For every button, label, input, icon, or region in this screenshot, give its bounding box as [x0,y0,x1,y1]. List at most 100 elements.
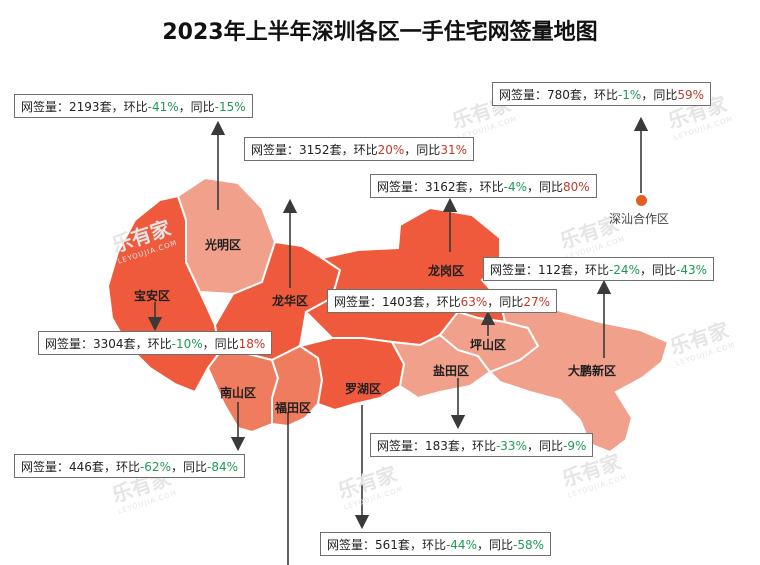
stat-separator: ， [476,538,489,552]
stat-label-sales: 网签量： [490,263,539,277]
stat-yoy-value: -84% [207,460,239,474]
stat-unit: 套 [447,439,460,453]
stat-sales-value: 780 [547,88,570,102]
stat-yoy-value: -58% [513,538,545,552]
stat-label-yoy: 同比 [652,263,677,277]
stat-separator: ， [341,143,354,157]
stat-sales-value: 3304 [93,337,124,351]
district-label-shanwei: 深汕合作区 [609,212,670,226]
stat-separator: ， [572,263,585,277]
stat-yoy-value: 59% [677,88,705,102]
stat-label-sales: 网签量： [377,439,426,453]
stat-separator: ， [526,180,539,194]
stat-separator: ， [487,295,500,309]
stat-box-baoan: 网签量：3304套，环比-10%，同比18% [38,331,273,355]
stat-box-shanwei: 网签量：780套，环比-1%，同比59% [492,82,712,106]
stat-label-sales: 网签量： [377,180,426,194]
stat-separator: ， [170,460,183,474]
stat-unit: 套 [123,337,136,351]
shanwei-location-dot [636,195,647,206]
stat-mom-value: -44% [445,538,477,552]
stat-mom-value: -24% [608,263,640,277]
stat-sales-value: 3152 [299,143,330,157]
stat-yoy-value: 27% [523,295,550,309]
stat-mom-value: 63% [460,295,488,309]
stat-label-mom: 环比 [479,180,504,194]
stat-sales-value: 3162 [425,180,456,194]
district-label-baoan: 宝安区 [134,289,171,303]
stat-unit: 套 [99,100,112,114]
stat-label-yoy: 同比 [499,295,524,309]
stat-separator: ， [424,295,437,309]
stat-sales-value: 561 [375,538,398,552]
stat-label-sales: 网签量： [334,295,383,309]
stat-mom-value: -62% [139,460,171,474]
stat-unit: 套 [397,538,410,552]
stat-yoy-value: 31% [440,143,467,157]
stat-separator: ， [467,180,480,194]
stat-sales-value: 183 [425,439,448,453]
stat-separator: ， [103,460,116,474]
stat-unit: 套 [91,460,104,474]
stat-separator: ， [459,439,472,453]
stat-label-mom: 环比 [436,295,461,309]
stat-mom-value: -10% [171,337,203,351]
stat-separator: ， [404,143,417,157]
stat-separator: ， [202,337,215,351]
district-label-futian: 福田区 [275,401,312,415]
stat-separator: ， [641,88,654,102]
stat-mom-value: -41% [147,100,179,114]
stat-sales-value: 1403 [382,295,413,309]
stat-yoy-value: -43% [676,263,708,277]
stat-separator: ， [178,100,191,114]
stat-unit: 套 [560,263,573,277]
stat-label-sales: 网签量： [499,88,548,102]
stat-label-yoy: 同比 [183,460,208,474]
stat-label-yoy: 同比 [653,88,678,102]
stat-label-yoy: 同比 [489,538,514,552]
district-label-longhua: 龙华区 [272,294,309,308]
stat-label-sales: 网签量： [21,100,70,114]
stat-box-luohu: 网签量：561套，环比-44%，同比-58% [320,532,552,556]
stat-label-yoy: 同比 [539,180,564,194]
stat-unit: 套 [412,295,425,309]
stat-box-pingshan: 网签量：1403套，环比63%，同比27% [327,289,557,313]
stat-label-yoy: 同比 [539,439,564,453]
stat-yoy-value: 80% [563,180,590,194]
stat-label-mom: 环比 [353,143,378,157]
stat-yoy-value: -9% [563,439,587,453]
stat-label-mom: 环比 [593,88,618,102]
stat-box-longhua: 网签量：3152套，环比20%，同比31% [244,137,474,161]
stat-box-nanshan: 网签量：446套，环比-62%，同比-84% [14,454,246,478]
stat-separator: ， [581,88,594,102]
stat-box-guangming: 网签量：2193套，环比-41%，同比-15% [14,94,253,118]
district-luohu [297,337,406,412]
stat-mom-value: 20% [377,143,405,157]
stat-separator: ， [135,337,148,351]
stat-label-sales: 网签量： [327,538,376,552]
stat-unit: 套 [455,180,468,194]
stat-label-yoy: 同比 [214,337,239,351]
stat-label-mom: 环比 [123,100,148,114]
stat-separator: ， [409,538,422,552]
district-label-longgang: 龙岗区 [428,264,465,278]
district-dapeng [488,298,670,454]
stat-label-yoy: 同比 [190,100,215,114]
stat-box-dapeng: 网签量：112套，环比-24%，同比-43% [483,257,715,281]
stat-label-mom: 环比 [471,439,496,453]
stat-separator: ， [526,439,539,453]
district-longhua [213,240,342,362]
stat-label-sales: 网签量： [45,337,94,351]
stat-label-mom: 环比 [147,337,172,351]
stat-label-mom: 环比 [584,263,609,277]
stat-sales-value: 112 [538,263,561,277]
stat-label-yoy: 同比 [416,143,441,157]
district-yantian [390,333,492,400]
stat-label-sales: 网签量： [251,143,300,157]
stat-box-yantian: 网签量：183套，环比-33%，同比-9% [370,433,594,457]
stat-unit: 套 [569,88,582,102]
stat-mom-value: -4% [503,180,527,194]
stat-separator: ， [111,100,124,114]
stat-label-sales: 网签量： [21,460,70,474]
district-label-guangming: 光明区 [205,238,242,252]
